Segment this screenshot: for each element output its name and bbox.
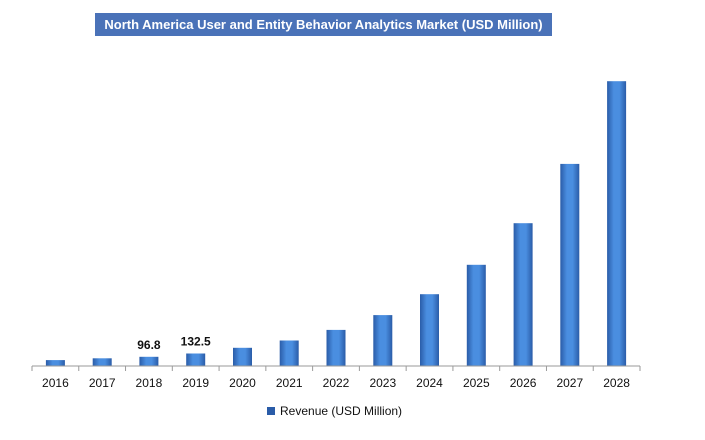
- x-tick-label-2028: 2028: [603, 376, 630, 390]
- legend: Revenue (USD Million): [267, 403, 402, 419]
- x-tick-marks: [31, 366, 641, 371]
- bar-2018: [139, 356, 159, 366]
- chart-title: North America User and Entity Behavior A…: [95, 13, 552, 36]
- bar-2016: [45, 360, 65, 366]
- bar-2026: [513, 223, 533, 366]
- bar-2019: [186, 353, 206, 366]
- x-tick-label-2024: 2024: [416, 376, 443, 390]
- data-label-2018: 96.8: [137, 338, 161, 352]
- bar-2021: [279, 340, 299, 366]
- x-tick-label-2025: 2025: [463, 376, 490, 390]
- x-tick-label-2020: 2020: [229, 376, 256, 390]
- x-tick-label-2027: 2027: [556, 376, 583, 390]
- bar-2020: [233, 347, 252, 366]
- x-tick-label-2021: 2021: [276, 376, 303, 390]
- x-tick-label-2026: 2026: [510, 376, 537, 390]
- bar-2025: [466, 264, 486, 366]
- bar-2017: [92, 358, 112, 366]
- bar-2023: [373, 315, 393, 366]
- bar-2022: [326, 329, 346, 366]
- x-tick-label-2023: 2023: [369, 376, 396, 390]
- x-tick-labels: 2016 2017 2018 2019 2020 2021 2022 2023 2024 2025…: [42, 376, 630, 390]
- bar-2028: [607, 81, 627, 366]
- x-tick-label-2017: 2017: [89, 376, 116, 390]
- bar-2024: [420, 294, 439, 366]
- x-tick-label-2022: 2022: [323, 376, 350, 390]
- bars-group: [45, 81, 627, 366]
- bar-2027: [560, 163, 580, 366]
- legend-swatch: [267, 407, 275, 415]
- data-labels: 96.8 132.5: [137, 335, 211, 352]
- data-label-2019: 132.5: [181, 335, 211, 349]
- legend-label: Revenue (USD Million): [280, 404, 403, 418]
- x-tick-label-2016: 2016: [42, 376, 69, 390]
- x-tick-label-2018: 2018: [136, 376, 163, 390]
- x-tick-label-2019: 2019: [182, 376, 209, 390]
